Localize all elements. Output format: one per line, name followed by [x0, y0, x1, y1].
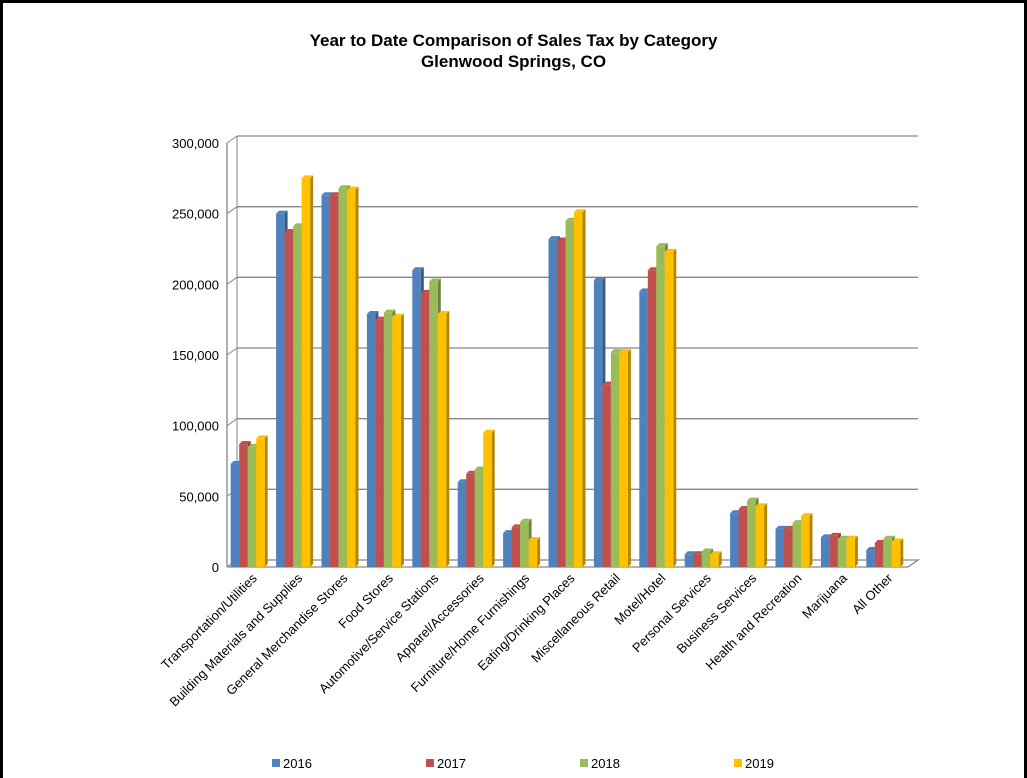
gridline-depth — [226, 135, 238, 144]
bar-2019 — [392, 313, 404, 567]
y-tick-label: 100,000 — [172, 419, 219, 434]
legend-label: 2018 — [591, 756, 620, 771]
bar-2019 — [846, 535, 858, 567]
legend-label: 2017 — [437, 756, 466, 771]
legend-item-2018: 2018 — [580, 756, 620, 771]
legend-item-2016: 2016 — [272, 756, 312, 771]
bars — [230, 175, 904, 568]
y-tick-label: 150,000 — [172, 348, 219, 363]
gridline-depth — [226, 276, 238, 285]
x-category-label: All Other — [849, 570, 896, 617]
legend-item-2019: 2019 — [734, 756, 774, 771]
bar-2019 — [619, 349, 631, 567]
gridline-depth — [226, 206, 238, 215]
bar-2019 — [755, 503, 768, 567]
bar-2019 — [710, 551, 722, 567]
legend-label: 2016 — [283, 756, 312, 771]
bar-2019 — [801, 513, 813, 567]
x-category-label: Business Services — [674, 570, 760, 656]
gridline-depth — [226, 347, 238, 356]
bar-2019 — [891, 538, 904, 567]
gridline-depth — [226, 418, 238, 427]
legend-item-2017: 2017 — [426, 756, 466, 771]
chart-title-block: Year to Date Comparison of Sales Tax by … — [0, 30, 1027, 72]
legend-label: 2019 — [745, 756, 774, 771]
x-category-label: Marijuana — [799, 570, 851, 622]
chart-subtitle: Glenwood Springs, CO — [420, 52, 607, 71]
legend-swatch — [272, 759, 280, 767]
legend: 2016 2017 2018 2019 — [272, 756, 774, 771]
bar-2019 — [256, 435, 268, 567]
bar-2019 — [664, 248, 677, 567]
y-tick-label: 250,000 — [172, 207, 219, 222]
bar-2019 — [483, 429, 495, 567]
legend-swatch — [426, 759, 434, 767]
bar-2019 — [301, 175, 314, 568]
y-tick-label: 200,000 — [172, 277, 219, 292]
legend-swatch — [580, 759, 588, 767]
bar-2019 — [437, 311, 450, 567]
y-tick-label: 50,000 — [179, 489, 219, 504]
legend-swatch — [734, 759, 742, 767]
bar-2019 — [347, 186, 359, 567]
x-category-label: Personal Services — [629, 570, 714, 655]
y-tick-label: 300,000 — [172, 136, 219, 151]
y-tick-labels: 0 50,000 100,000 150,000 200,000 250,000 300,0… — [172, 136, 219, 575]
bar-2019 — [574, 209, 586, 567]
bar-2019 — [528, 537, 541, 567]
chart-title: Year to Date Comparison of Sales Tax by … — [309, 31, 718, 50]
x-category-label: Apparel/Accessories — [392, 570, 487, 665]
y-tick-label: 0 — [212, 560, 219, 575]
x-category-label: Miscellaneous Retail — [528, 570, 623, 665]
